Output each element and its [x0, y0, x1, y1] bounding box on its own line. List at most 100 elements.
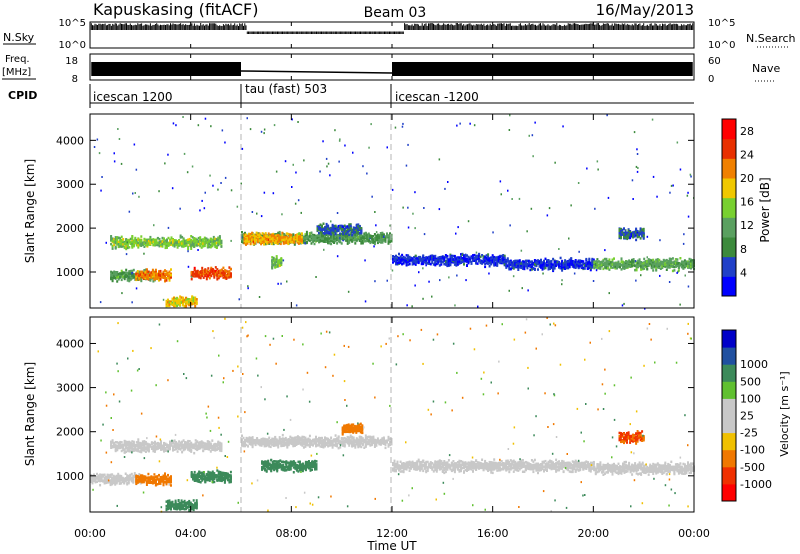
- range-cell: [117, 240, 120, 244]
- range-cell: [327, 234, 330, 238]
- range-cell: [208, 276, 211, 280]
- range-cell: [209, 245, 212, 249]
- range-cell: [488, 260, 491, 263]
- range-cell: [508, 268, 511, 271]
- range-cell: [158, 279, 160, 282]
- range-cell: [319, 234, 322, 238]
- range-cell: [596, 258, 599, 261]
- range-cell: [422, 260, 425, 263]
- range-cell: [398, 257, 400, 260]
- range-cell: [429, 258, 432, 261]
- range-cell: [138, 278, 141, 281]
- range-cell: [390, 240, 393, 243]
- range-cell: [176, 243, 179, 247]
- range-cell: [429, 262, 432, 266]
- range-cell: [591, 260, 594, 264]
- range-cell: [287, 242, 290, 246]
- range-cell: [652, 260, 655, 263]
- range-cell: [111, 275, 114, 279]
- range-cell: [351, 228, 354, 232]
- range-cell: [148, 272, 151, 275]
- range-cell: [285, 238, 288, 242]
- range-cell: [444, 262, 447, 266]
- range-cell: [134, 236, 137, 240]
- range-cell: [168, 272, 171, 275]
- freq-tick-top: 18: [65, 56, 78, 67]
- range-cell: [650, 262, 653, 265]
- range-cell: [414, 261, 417, 264]
- range-cell: [443, 262, 446, 266]
- range-cell: [653, 260, 656, 263]
- range-cell: [187, 245, 190, 249]
- range-cell: [274, 259, 277, 262]
- range-cell: [110, 271, 113, 274]
- range-cell: [281, 236, 284, 239]
- range-cell: [191, 297, 194, 300]
- range-cell: [248, 232, 250, 236]
- range-cell: [444, 254, 447, 257]
- range-cell: [349, 227, 352, 231]
- range-cell: [582, 262, 585, 266]
- range-cell: [277, 231, 280, 235]
- range-cell: [352, 226, 355, 229]
- range-cell: [165, 301, 168, 304]
- range-cell: [460, 255, 462, 259]
- range-cell: [318, 233, 320, 236]
- range-cell: [463, 263, 465, 266]
- range-cell: [541, 267, 544, 271]
- range-cell: [168, 301, 171, 304]
- range-cell: [152, 280, 155, 283]
- range-cell: [181, 235, 184, 239]
- range-cell: [325, 222, 328, 226]
- range-cell: [500, 261, 503, 265]
- range-cell: [126, 274, 129, 278]
- range-cell: [395, 258, 397, 261]
- range-cell: [405, 258, 408, 262]
- range-cell: [614, 263, 617, 266]
- range-cell: [215, 246, 218, 249]
- range-cell: [605, 261, 608, 264]
- range-cell: [214, 243, 217, 246]
- range-cell: [327, 227, 330, 231]
- range-cell: [144, 244, 147, 247]
- range-cell: [638, 260, 641, 263]
- range-cell: [515, 264, 518, 268]
- nave-block: [392, 62, 693, 76]
- range-cell: [640, 268, 643, 271]
- range-cell: [537, 262, 539, 265]
- range-cell: [114, 241, 117, 244]
- range-cell: [526, 264, 529, 268]
- range-cell: [131, 276, 134, 280]
- range-cell: [208, 271, 211, 275]
- range-cell: [327, 224, 330, 227]
- range-cell: [185, 296, 188, 300]
- range-cell: [367, 233, 370, 237]
- range-cell: [354, 242, 357, 245]
- range-cell: [123, 271, 126, 274]
- range-cell: [263, 237, 266, 241]
- range-cell: [325, 233, 328, 237]
- range-cell: [455, 259, 458, 263]
- range-cell: [632, 260, 635, 263]
- range-cell: [484, 262, 487, 266]
- range-cell: [304, 236, 307, 240]
- range-cell: [187, 238, 190, 241]
- range-cell: [644, 262, 647, 266]
- range-cell: [327, 236, 330, 239]
- range-cell: [138, 244, 141, 247]
- range-cell: [136, 270, 139, 273]
- range-cell: [156, 273, 159, 276]
- range-cell: [453, 263, 456, 266]
- range-cell: [343, 236, 346, 240]
- range-cell: [565, 260, 568, 263]
- range-cell: [337, 224, 340, 228]
- range-cell: [552, 257, 555, 261]
- range-cell: [611, 263, 614, 266]
- range-cell: [342, 225, 345, 228]
- range-cell: [524, 264, 527, 268]
- range-cell: [405, 254, 408, 257]
- range-cell: [461, 253, 464, 256]
- range-cell: [281, 238, 284, 242]
- range-cell: [360, 234, 363, 237]
- range-cell: [302, 236, 305, 240]
